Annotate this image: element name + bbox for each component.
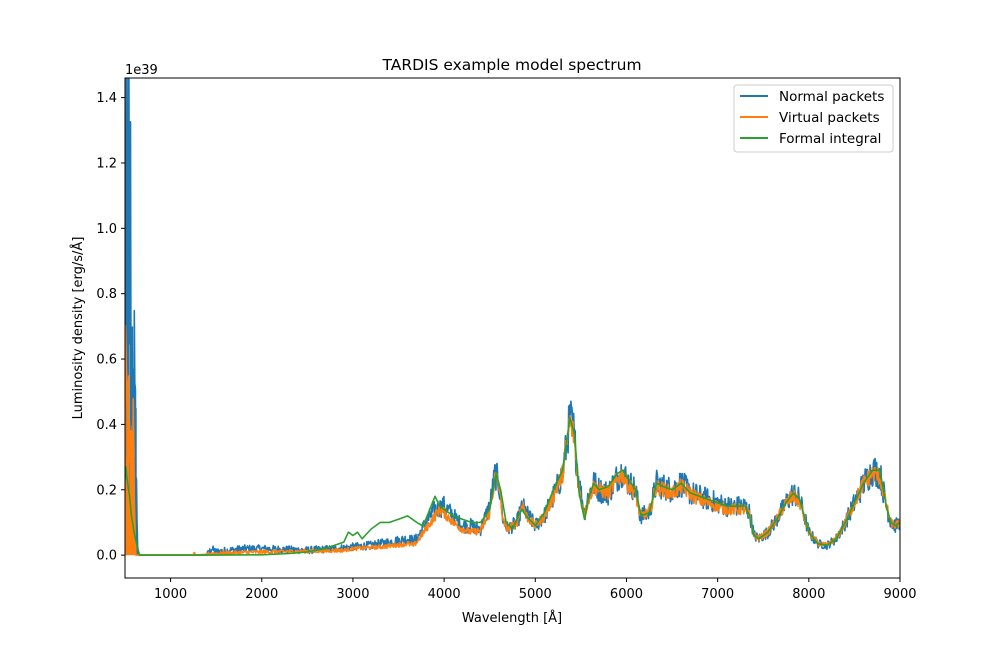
x-tick-label: 6000	[610, 587, 643, 602]
plot-frame	[124, 77, 901, 579]
x-tick-label: 5000	[519, 587, 552, 602]
legend: Normal packets Virtual packets Formal inte…	[733, 84, 894, 153]
x-tick-label: 1000	[154, 587, 187, 602]
y-tick-label: 1.4	[96, 91, 117, 106]
chart-title: TARDIS example model spectrum	[381, 56, 641, 74]
x-tick-label: 7000	[701, 587, 734, 602]
x-tick-label: 9000	[883, 587, 916, 602]
y-tick-label: 1.0	[96, 222, 117, 237]
y-tick-label: 0.0	[96, 549, 117, 564]
series-line-normal-packets	[125, 78, 900, 556]
y-offset-label: 1e39	[125, 63, 158, 78]
x-tick-label: 8000	[792, 587, 825, 602]
legend-entry-label: Virtual packets	[779, 110, 880, 126]
y-tick-label: 0.4	[96, 418, 117, 433]
y-axis-label: Luminosity density [erg/s/Å]	[70, 237, 86, 420]
y-tick-label: 0.6	[96, 353, 117, 368]
series-line-formal-integral	[125, 417, 900, 556]
legend-box	[733, 84, 894, 153]
y-tick-label: 0.2	[96, 483, 117, 498]
y-tick-label: 0.8	[96, 287, 117, 302]
x-tick-label: 4000	[428, 587, 461, 602]
legend-entry-label: Normal packets	[779, 89, 884, 105]
x-tick-label: 2000	[245, 587, 278, 602]
y-tick-label: 1.2	[96, 156, 117, 171]
x-axis-label: Wavelength [Å]	[462, 610, 562, 626]
x-tick-label: 3000	[336, 587, 369, 602]
series-line-virtual-packets	[125, 324, 900, 556]
legend-entry-label: Formal integral	[779, 131, 881, 147]
